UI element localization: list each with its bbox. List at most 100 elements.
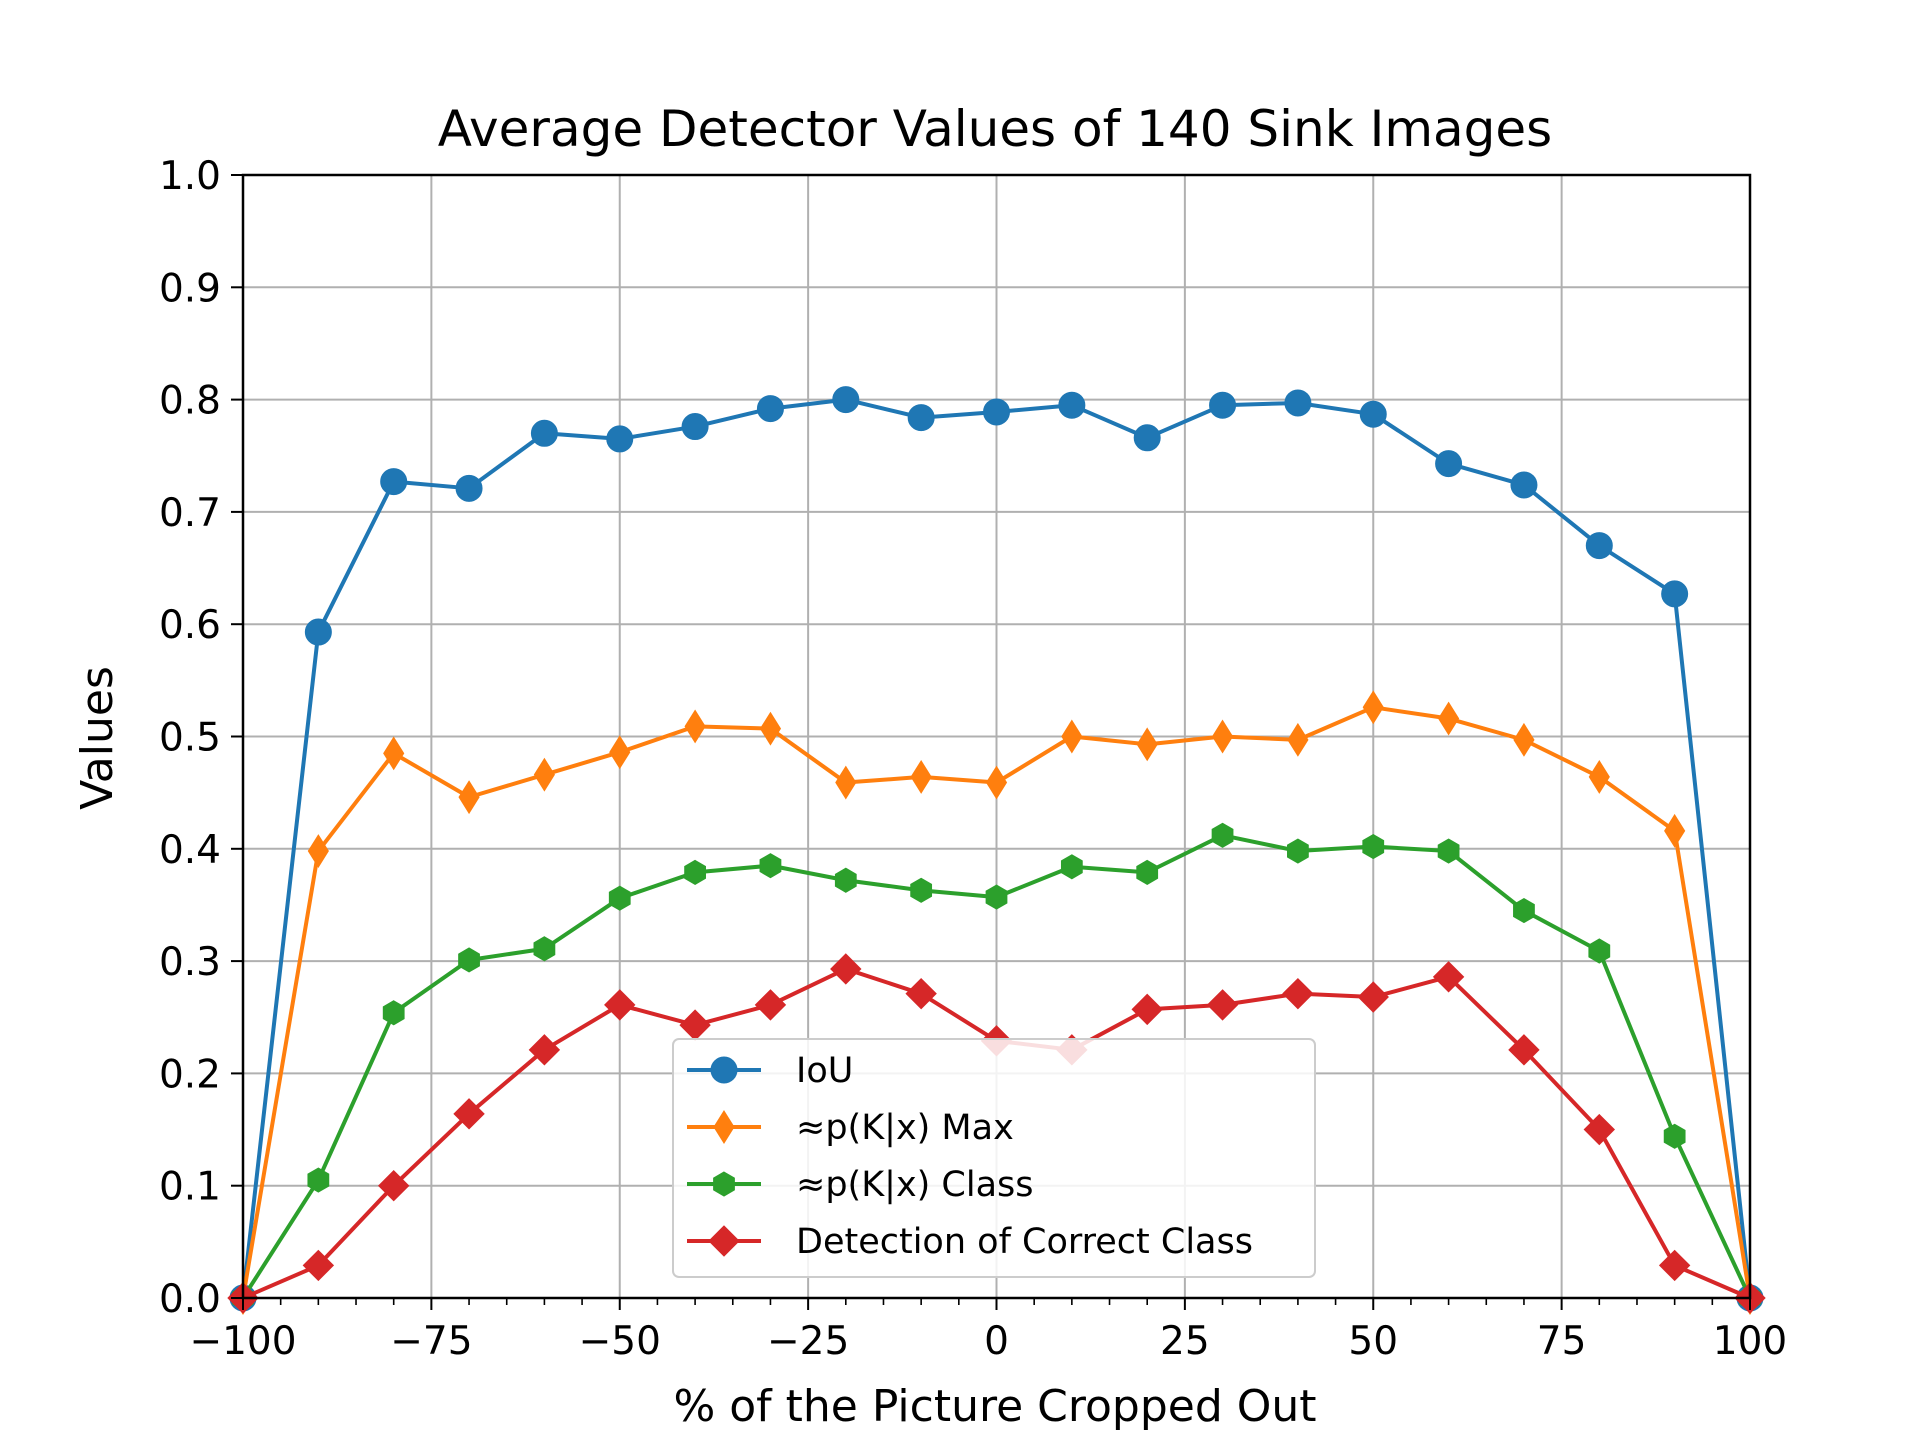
y-tick-label: 0.8 — [159, 379, 221, 424]
series-4 — [227, 953, 1766, 1314]
data-point — [684, 709, 706, 744]
data-point — [608, 885, 631, 911]
data-point — [756, 395, 784, 423]
data-point — [1362, 690, 1384, 725]
data-point — [606, 425, 634, 453]
data-point — [1362, 833, 1385, 860]
data-point — [380, 468, 408, 496]
data-point — [528, 1034, 561, 1066]
data-point — [754, 989, 787, 1021]
legend-marker — [713, 1110, 735, 1144]
legend-marker — [710, 1056, 738, 1084]
y-tick-label: 0.5 — [159, 716, 221, 761]
data-point — [382, 1000, 405, 1026]
data-point — [1287, 722, 1309, 757]
data-point — [1437, 838, 1460, 864]
data-point — [609, 735, 631, 770]
data-point — [1663, 1123, 1686, 1149]
data-point — [1435, 450, 1463, 478]
data-point — [533, 757, 555, 792]
data-point — [1282, 977, 1314, 1010]
y-tick-label: 0.6 — [159, 603, 221, 648]
x-tick-label: 75 — [1537, 1319, 1587, 1364]
legend-marker — [708, 1225, 740, 1257]
chart-title: Average Detector Values of 140 Sink Imag… — [438, 100, 1552, 158]
y-tick-label: 0.2 — [159, 1052, 221, 1097]
x-axis-title: % of the Picture Cropped Out — [673, 1381, 1316, 1432]
legend-box — [672, 1038, 1316, 1278]
data-point — [1583, 1113, 1616, 1146]
data-point — [1357, 981, 1389, 1013]
data-point — [759, 853, 782, 879]
legend-item: ≈p(K|x) Class — [687, 1165, 1034, 1205]
data-point — [377, 1169, 410, 1202]
data-point — [604, 989, 636, 1021]
data-point — [1287, 838, 1309, 864]
data-point — [1585, 532, 1613, 560]
data-point — [1359, 400, 1387, 428]
data-point — [1438, 701, 1460, 736]
legend: IoU ≈p(K|x) Max ≈p(K|x) Class Detection of … — [672, 1038, 1316, 1278]
legend-label: ≈p(K|x) Max — [796, 1108, 1014, 1148]
data-point — [455, 474, 483, 502]
data-point — [1133, 424, 1161, 452]
data-point — [1588, 759, 1610, 794]
y-axis-title: Values — [72, 666, 123, 810]
data-point — [1131, 993, 1163, 1026]
data-point — [1206, 989, 1239, 1021]
legend-label: ≈p(K|x) Class — [796, 1165, 1034, 1205]
y-tick-label: 0.3 — [159, 940, 221, 985]
axis-ticks: −100 −75 −50 −25 0 25 50 75 100 0.0 0.1 0.2 0.3 0.4 0.… — [159, 154, 1787, 1364]
data-point — [905, 977, 937, 1010]
x-tick-label: 50 — [1348, 1319, 1398, 1364]
data-point — [458, 780, 480, 815]
data-point — [983, 398, 1010, 426]
y-tick-label: 0.1 — [159, 1165, 221, 1210]
x-tick-label: 0 — [984, 1319, 1009, 1364]
data-point — [834, 867, 857, 893]
data-point — [1058, 391, 1086, 419]
data-point — [1136, 727, 1158, 762]
y-tick-label: 1.0 — [159, 154, 221, 199]
data-point — [383, 736, 405, 771]
data-point — [1658, 1249, 1691, 1282]
data-point — [830, 953, 862, 985]
data-point — [533, 936, 556, 962]
data-point — [1664, 813, 1686, 848]
legend-marker — [713, 1171, 735, 1197]
data-point — [304, 618, 332, 646]
data-point — [1432, 961, 1465, 993]
data-point — [910, 877, 933, 903]
legend-item: IoU — [687, 1051, 853, 1091]
data-point — [1513, 897, 1535, 924]
data-point — [835, 765, 857, 800]
data-point — [907, 404, 935, 432]
data-point — [832, 386, 860, 414]
data-point — [530, 419, 558, 447]
data-point — [1136, 859, 1159, 885]
y-tick-label: 0.7 — [159, 491, 221, 536]
x-tick-label: −25 — [767, 1319, 849, 1364]
data-point — [1513, 722, 1535, 757]
y-tick-label: 0.0 — [159, 1277, 221, 1322]
x-tick-label: −100 — [189, 1319, 296, 1364]
data-point — [1209, 391, 1237, 419]
y-tick-label: 0.9 — [159, 266, 221, 311]
x-tick-label: 100 — [1713, 1319, 1787, 1364]
data-point — [1060, 854, 1083, 880]
legend-label: Detection of Correct Class — [796, 1222, 1253, 1262]
data-point — [759, 711, 782, 746]
data-point — [985, 765, 1008, 800]
legend-label: IoU — [796, 1051, 853, 1091]
data-point — [302, 1249, 335, 1282]
x-tick-label: 25 — [1160, 1319, 1210, 1364]
x-tick-label: −75 — [390, 1319, 472, 1364]
data-point — [681, 413, 709, 441]
series-3 — [232, 822, 1761, 1311]
data-point — [1661, 580, 1689, 608]
x-tick-label: −50 — [579, 1319, 661, 1364]
data-point — [1588, 938, 1611, 964]
legend-item: Detection of Correct Class — [687, 1222, 1253, 1262]
